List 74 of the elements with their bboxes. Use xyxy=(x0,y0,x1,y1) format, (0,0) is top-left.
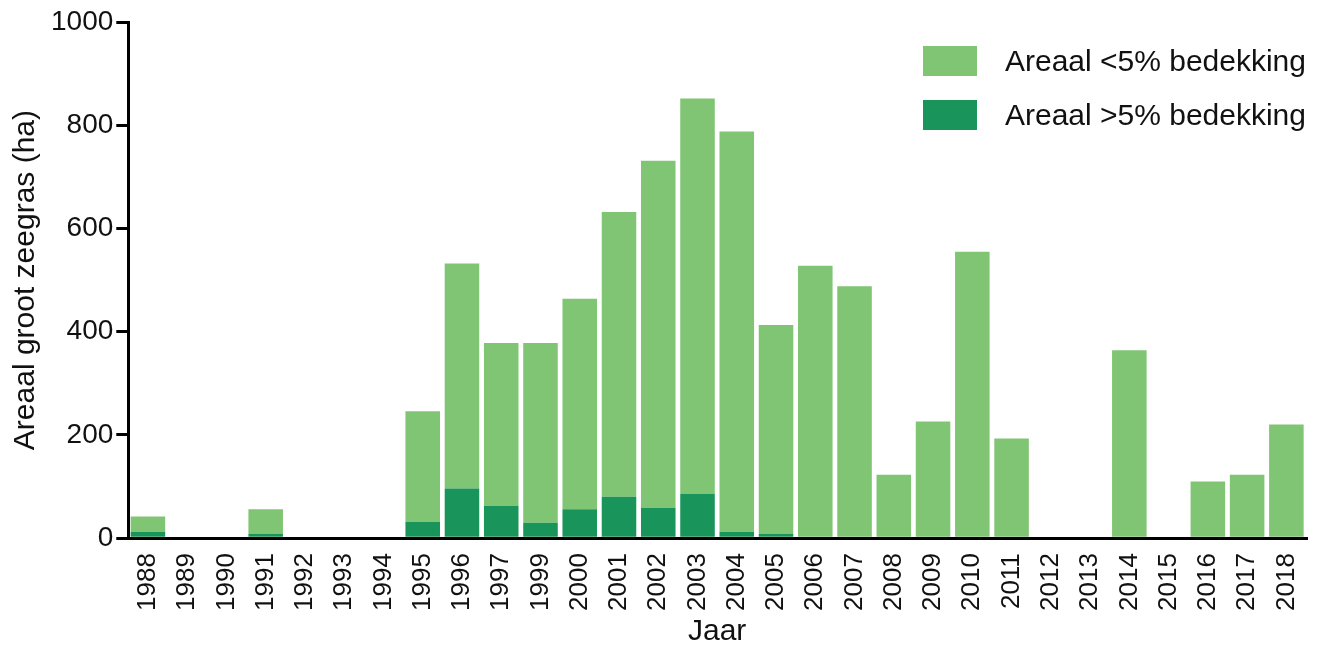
x-tick-label: 1996 xyxy=(445,553,476,611)
x-tick-label: 2018 xyxy=(1269,553,1300,611)
bar xyxy=(248,509,283,535)
y-axis-title: Areaal groot zeegras (ha) xyxy=(7,109,41,451)
bar xyxy=(640,507,676,537)
bar xyxy=(130,516,166,532)
bar xyxy=(248,534,283,537)
x-tick-label: 2003 xyxy=(680,553,711,611)
x-tick-label: 2012 xyxy=(1034,553,1064,611)
x-tick-label: 1999 xyxy=(523,553,554,611)
x-tick-label: 1991 xyxy=(248,553,279,611)
bar xyxy=(601,211,637,497)
legend-label: Areaal >5% bedekking xyxy=(1004,98,1306,132)
x-tick-label: 2014 xyxy=(1112,553,1143,611)
x-tick-label: 1995 xyxy=(405,553,436,611)
y-tick-label: 400 xyxy=(66,314,114,346)
x-tick-label: 2001 xyxy=(602,553,633,611)
x-tick-label: 2000 xyxy=(562,553,593,611)
y-tick-label: 0 xyxy=(97,520,114,552)
bar xyxy=(837,286,872,537)
x-tick-label: 1990 xyxy=(209,553,240,611)
y-tick-label: 600 xyxy=(66,211,114,243)
bar xyxy=(994,438,1029,537)
bar xyxy=(680,493,715,537)
bar xyxy=(1190,481,1226,537)
bar xyxy=(405,411,440,522)
bar xyxy=(523,522,558,537)
bar xyxy=(601,496,637,537)
bar xyxy=(483,343,519,506)
bar xyxy=(719,531,755,537)
x-tick-label: 2006 xyxy=(798,553,829,611)
x-tick-label: 2013 xyxy=(1073,553,1104,611)
bar xyxy=(876,474,912,537)
bar xyxy=(955,251,990,537)
y-tick-label: 1000 xyxy=(50,4,114,36)
x-tick-label: 1992 xyxy=(288,553,319,611)
bar xyxy=(758,324,794,535)
bar xyxy=(405,521,440,537)
x-axis-title: Jaar xyxy=(687,613,747,647)
bar xyxy=(444,263,480,489)
bar xyxy=(562,298,598,510)
x-tick-label: 2010 xyxy=(955,553,986,611)
x-tick-label: 2011 xyxy=(994,553,1025,610)
x-tick-label: 1993 xyxy=(327,553,358,611)
bar xyxy=(719,131,755,532)
bar xyxy=(1269,424,1304,537)
bar xyxy=(130,531,166,537)
bar xyxy=(640,160,676,508)
bar xyxy=(1112,350,1147,537)
x-tick-label: 2016 xyxy=(1191,553,1222,611)
bar xyxy=(680,98,715,494)
y-tick-label: 800 xyxy=(66,107,114,139)
x-tick-label: 2009 xyxy=(916,553,947,611)
x-tick-label: 1997 xyxy=(484,553,515,611)
x-tick-label: 2015 xyxy=(1151,553,1182,611)
x-tick-label: 1994 xyxy=(366,553,397,611)
x-tick-label: 2005 xyxy=(759,553,790,611)
bar xyxy=(483,505,519,537)
legend-label: Areaal <5% bedekking xyxy=(1004,44,1306,78)
x-tick-label: 2007 xyxy=(837,553,868,611)
bar xyxy=(758,534,794,537)
x-tick-label: 1988 xyxy=(131,553,162,611)
bar xyxy=(523,343,558,523)
x-tick-label: 1989 xyxy=(170,553,201,611)
bar xyxy=(798,265,833,537)
x-tick-label: 2002 xyxy=(641,553,672,611)
bar xyxy=(444,488,480,537)
bar xyxy=(915,421,951,537)
x-tick-label: 2017 xyxy=(1230,553,1261,611)
bar xyxy=(562,509,598,537)
x-tick-label: 2004 xyxy=(719,553,750,611)
bar xyxy=(1229,474,1265,537)
x-tick-label: 2008 xyxy=(876,553,907,611)
y-tick-label: 200 xyxy=(66,417,114,449)
